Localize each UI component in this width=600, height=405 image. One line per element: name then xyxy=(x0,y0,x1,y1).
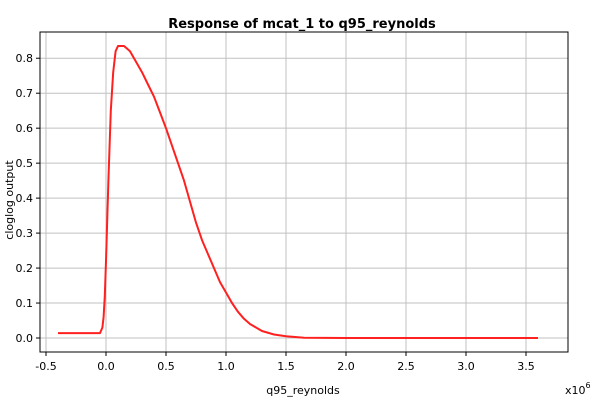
x-tick-label: 2.5 xyxy=(397,360,415,373)
x-tick-label: 1.5 xyxy=(277,360,295,373)
y-tick-label: 0.6 xyxy=(16,122,34,135)
series-line-0 xyxy=(58,45,538,339)
x-tick-label: 3.5 xyxy=(517,360,535,373)
x-tick-label: 0.5 xyxy=(157,360,175,373)
x-axis-multiplier-exponent: 6 xyxy=(586,381,591,390)
plot-area-frame xyxy=(39,31,569,353)
x-axis-multiplier: x106 xyxy=(565,381,591,397)
y-tick-label: 0.1 xyxy=(16,297,34,310)
y-tick-label: 0.2 xyxy=(16,262,34,275)
y-tick-label: 0.7 xyxy=(16,87,34,100)
x-axis-label: q95_reynolds xyxy=(266,384,340,397)
x-tick-label: 0.0 xyxy=(97,360,115,373)
y-tick-label: 0.5 xyxy=(16,157,34,170)
y-tick-label: 0.3 xyxy=(16,227,34,240)
x-tick-label: -0.5 xyxy=(35,360,56,373)
y-axis-label: cloglog output xyxy=(3,160,16,240)
x-tick-label: 2.0 xyxy=(337,360,355,373)
series-group xyxy=(58,45,538,339)
y-axis-ticks: 0.0 0.1 0.2 0.3 0.4 0.5 0.6 0.7 0.8 xyxy=(16,52,40,345)
grid xyxy=(40,32,568,352)
x-tick-label: 3.0 xyxy=(457,360,475,373)
x-axis-ticks: -0.5 0.0 0.5 1.0 1.5 2.0 2.5 3.0 3.5 xyxy=(35,352,535,373)
y-tick-label: 0.0 xyxy=(16,332,34,345)
x-tick-label: 1.0 xyxy=(217,360,235,373)
chart-title: Response of mcat_1 to q95_reynolds xyxy=(168,17,436,32)
y-tick-label: 0.8 xyxy=(16,52,34,65)
y-tick-label: 0.4 xyxy=(16,192,34,205)
x-axis-multiplier-base: x10 xyxy=(565,384,586,397)
